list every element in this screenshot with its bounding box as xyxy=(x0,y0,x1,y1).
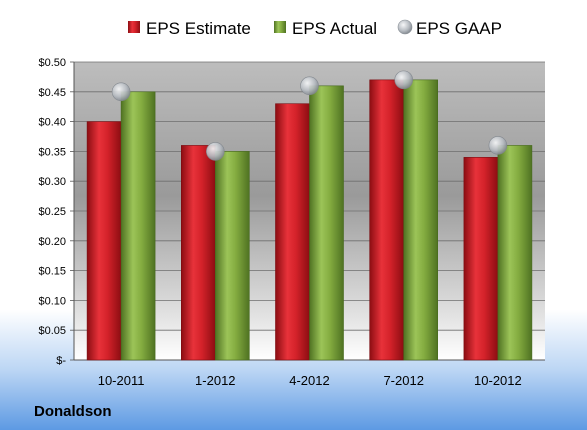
y-tick-label: $0.20 xyxy=(38,236,66,248)
bar-actual-10-2012 xyxy=(497,145,533,361)
bars xyxy=(86,79,533,361)
company-name: Donaldson xyxy=(34,403,112,420)
y-tick-label: $0.05 xyxy=(38,325,66,337)
legend-label-actual: EPS Actual xyxy=(292,19,377,38)
y-tick-label: $0.40 xyxy=(38,117,66,129)
x-tick-label: 10-2011 xyxy=(98,373,145,388)
legend: EPS Estimate EPS Actual EPS GAAP xyxy=(128,19,502,38)
bar-actual-4-2012 xyxy=(309,85,344,361)
y-tick-label: $0.10 xyxy=(38,295,66,307)
bar-actual-1-2012 xyxy=(215,151,250,361)
x-tick-label: 10-2012 xyxy=(474,373,522,388)
marker-gaap-1-2012 xyxy=(206,142,225,161)
x-tick-label: 4-2012 xyxy=(289,373,329,388)
y-tick-label: $0.45 xyxy=(38,87,66,99)
legend-label-gaap: EPS GAAP xyxy=(416,19,502,38)
legend-swatch-estimate xyxy=(128,21,140,33)
bar-estimate-4-2012 xyxy=(275,103,310,361)
y-tick-label: $0.25 xyxy=(38,206,66,218)
marker-gaap-7-2012 xyxy=(394,70,414,90)
y-tick-label: $0.30 xyxy=(38,176,66,188)
y-tick-label: $- xyxy=(56,355,66,367)
bar-estimate-7-2012 xyxy=(369,79,405,361)
legend-label-estimate: EPS Estimate xyxy=(146,19,251,38)
bar-estimate-1-2012 xyxy=(181,145,216,361)
marker-gaap-10-2011 xyxy=(111,82,131,102)
x-tick-label: 1-2012 xyxy=(195,373,235,388)
x-axis-labels: 10-2011 1-2012 4-2012 7-2012 10-2012 xyxy=(98,373,522,388)
gaap-markers xyxy=(111,70,508,161)
legend-marker-gaap xyxy=(397,19,413,35)
x-tick-label: 7-2012 xyxy=(383,373,423,388)
y-tick-label: $0.15 xyxy=(38,266,66,278)
bar-actual-7-2012 xyxy=(403,79,439,361)
legend-swatch-actual xyxy=(274,21,286,33)
marker-gaap-4-2012 xyxy=(300,76,319,96)
y-tick-label: $0.35 xyxy=(38,146,66,158)
y-tick-label: $0.50 xyxy=(38,57,66,69)
marker-gaap-10-2012 xyxy=(488,136,508,155)
bar-actual-10-2011 xyxy=(120,91,156,361)
bar-estimate-10-2011 xyxy=(86,121,122,361)
bar-estimate-10-2012 xyxy=(463,157,499,361)
